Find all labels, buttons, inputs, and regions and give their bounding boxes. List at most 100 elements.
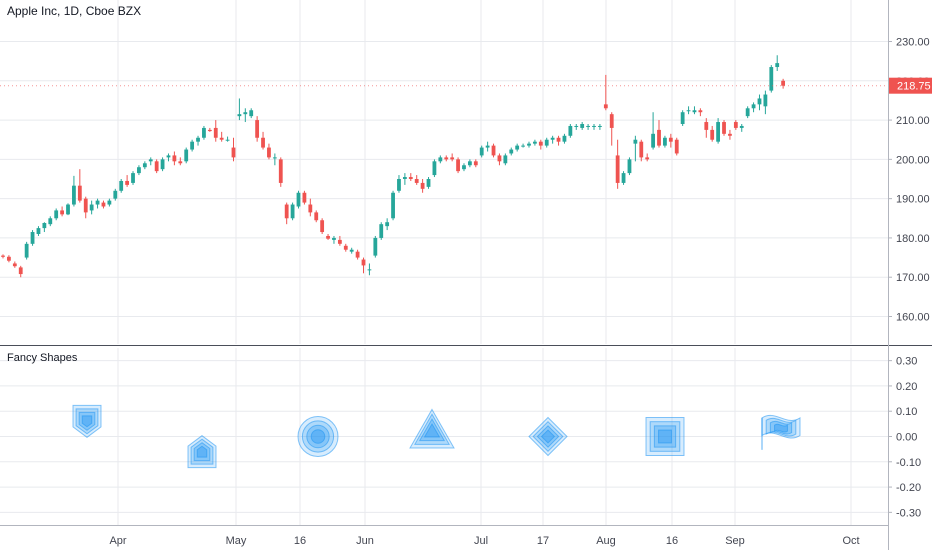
candle-body[interactable]	[54, 210, 59, 219]
candle-body[interactable]	[326, 235, 330, 239]
candle-body[interactable]	[544, 139, 549, 146]
candle-body[interactable]	[479, 147, 484, 156]
candle-body[interactable]	[710, 129, 715, 140]
candle-body[interactable]	[603, 104, 608, 109]
candle-body[interactable]	[89, 204, 94, 211]
candle-body[interactable]	[160, 159, 165, 170]
square-shape[interactable]	[645, 417, 685, 456]
candle-body[interactable]	[521, 145, 525, 147]
flag-shape[interactable]	[761, 414, 801, 450]
candle-body[interactable]	[562, 135, 567, 142]
shield-shape[interactable]	[72, 404, 102, 438]
candle-body[interactable]	[42, 223, 47, 229]
indicator-title[interactable]: Fancy Shapes	[7, 352, 78, 364]
candle-body[interactable]	[408, 177, 413, 179]
candle-body[interactable]	[272, 157, 277, 159]
candle-body[interactable]	[627, 159, 632, 174]
diamond-shape[interactable]	[528, 416, 568, 457]
house-shape[interactable]	[187, 435, 217, 469]
candle-body[interactable]	[178, 161, 183, 164]
candle-body[interactable]	[77, 185, 82, 201]
candle-body[interactable]	[680, 112, 685, 124]
candle-body[interactable]	[574, 125, 579, 127]
candle-body[interactable]	[751, 104, 756, 109]
candle-body[interactable]	[296, 192, 301, 207]
candle-body[interactable]	[332, 237, 336, 240]
candle-body[interactable]	[343, 245, 348, 250]
candle-body[interactable]	[72, 185, 76, 205]
candle-body[interactable]	[213, 127, 218, 138]
candle-body[interactable]	[349, 249, 354, 252]
candle-body[interactable]	[60, 210, 64, 215]
candle-body[interactable]	[402, 177, 407, 179]
candle-body[interactable]	[592, 125, 596, 127]
candle-body[interactable]	[154, 161, 159, 172]
candle-body[interactable]	[1, 255, 5, 257]
candle-body[interactable]	[12, 263, 17, 267]
candle-body[interactable]	[249, 110, 254, 117]
candle-body[interactable]	[237, 114, 242, 117]
candle-body[interactable]	[379, 224, 384, 238]
candle-body[interactable]	[473, 161, 478, 166]
candle-body[interactable]	[633, 139, 638, 144]
candle-body[interactable]	[414, 179, 419, 183]
candle-body[interactable]	[261, 137, 265, 148]
candle-body[interactable]	[645, 157, 650, 160]
candle-body[interactable]	[142, 163, 147, 168]
triangle-shape[interactable]	[409, 408, 455, 449]
candle-body[interactable]	[196, 137, 200, 142]
candle-body[interactable]	[462, 165, 466, 170]
candle-body[interactable]	[302, 192, 307, 203]
candle-body[interactable]	[674, 139, 679, 154]
candle-body[interactable]	[131, 173, 135, 183]
candle-body[interactable]	[686, 110, 691, 112]
candle-body[interactable]	[497, 155, 502, 162]
chart-title[interactable]: Apple Inc, 1D, Cboe BZX	[7, 4, 142, 18]
candle-body[interactable]	[450, 157, 455, 160]
candle-body[interactable]	[716, 122, 721, 142]
candle-body[interactable]	[704, 122, 709, 130]
candle-body[interactable]	[207, 129, 212, 132]
candle-body[interactable]	[432, 161, 437, 176]
candle-body[interactable]	[426, 179, 431, 187]
current-price-badge[interactable]	[889, 77, 932, 94]
candle-body[interactable]	[166, 155, 171, 158]
candle-body[interactable]	[397, 179, 401, 191]
candle-body[interactable]	[467, 161, 472, 166]
candle-body[interactable]	[538, 141, 543, 146]
candle-body[interactable]	[533, 141, 537, 144]
candle-body[interactable]	[739, 125, 744, 128]
candle-body[interactable]	[550, 137, 555, 140]
candle-body[interactable]	[598, 125, 602, 127]
candle-body[interactable]	[284, 204, 289, 219]
candle-body[interactable]	[267, 147, 271, 158]
candle-body[interactable]	[290, 204, 295, 219]
candle-body[interactable]	[781, 80, 786, 86]
candle-body[interactable]	[491, 145, 496, 156]
candle-body[interactable]	[663, 137, 667, 146]
candle-body[interactable]	[621, 173, 626, 183]
candle-body[interactable]	[18, 267, 23, 275]
candle-body[interactable]	[119, 180, 124, 191]
candle-body[interactable]	[184, 149, 189, 162]
candle-body[interactable]	[83, 198, 88, 213]
candle-body[interactable]	[385, 222, 390, 227]
candle-body[interactable]	[391, 192, 395, 219]
candle-body[interactable]	[615, 155, 620, 183]
candle-body[interactable]	[420, 182, 425, 189]
candle-body[interactable]	[202, 127, 206, 138]
candle-body[interactable]	[775, 63, 780, 68]
candle-body[interactable]	[722, 122, 726, 134]
candle-body[interactable]	[556, 137, 561, 142]
candle-body[interactable]	[668, 137, 673, 142]
candle-body[interactable]	[609, 114, 614, 128]
candle-body[interactable]	[172, 155, 177, 162]
candle-body[interactable]	[308, 204, 313, 213]
candle-body[interactable]	[36, 228, 41, 234]
candle-body[interactable]	[698, 110, 703, 113]
candle-body[interactable]	[456, 159, 460, 172]
candle-body[interactable]	[757, 98, 762, 105]
candle-body[interactable]	[745, 108, 750, 117]
candle-body[interactable]	[373, 237, 378, 256]
